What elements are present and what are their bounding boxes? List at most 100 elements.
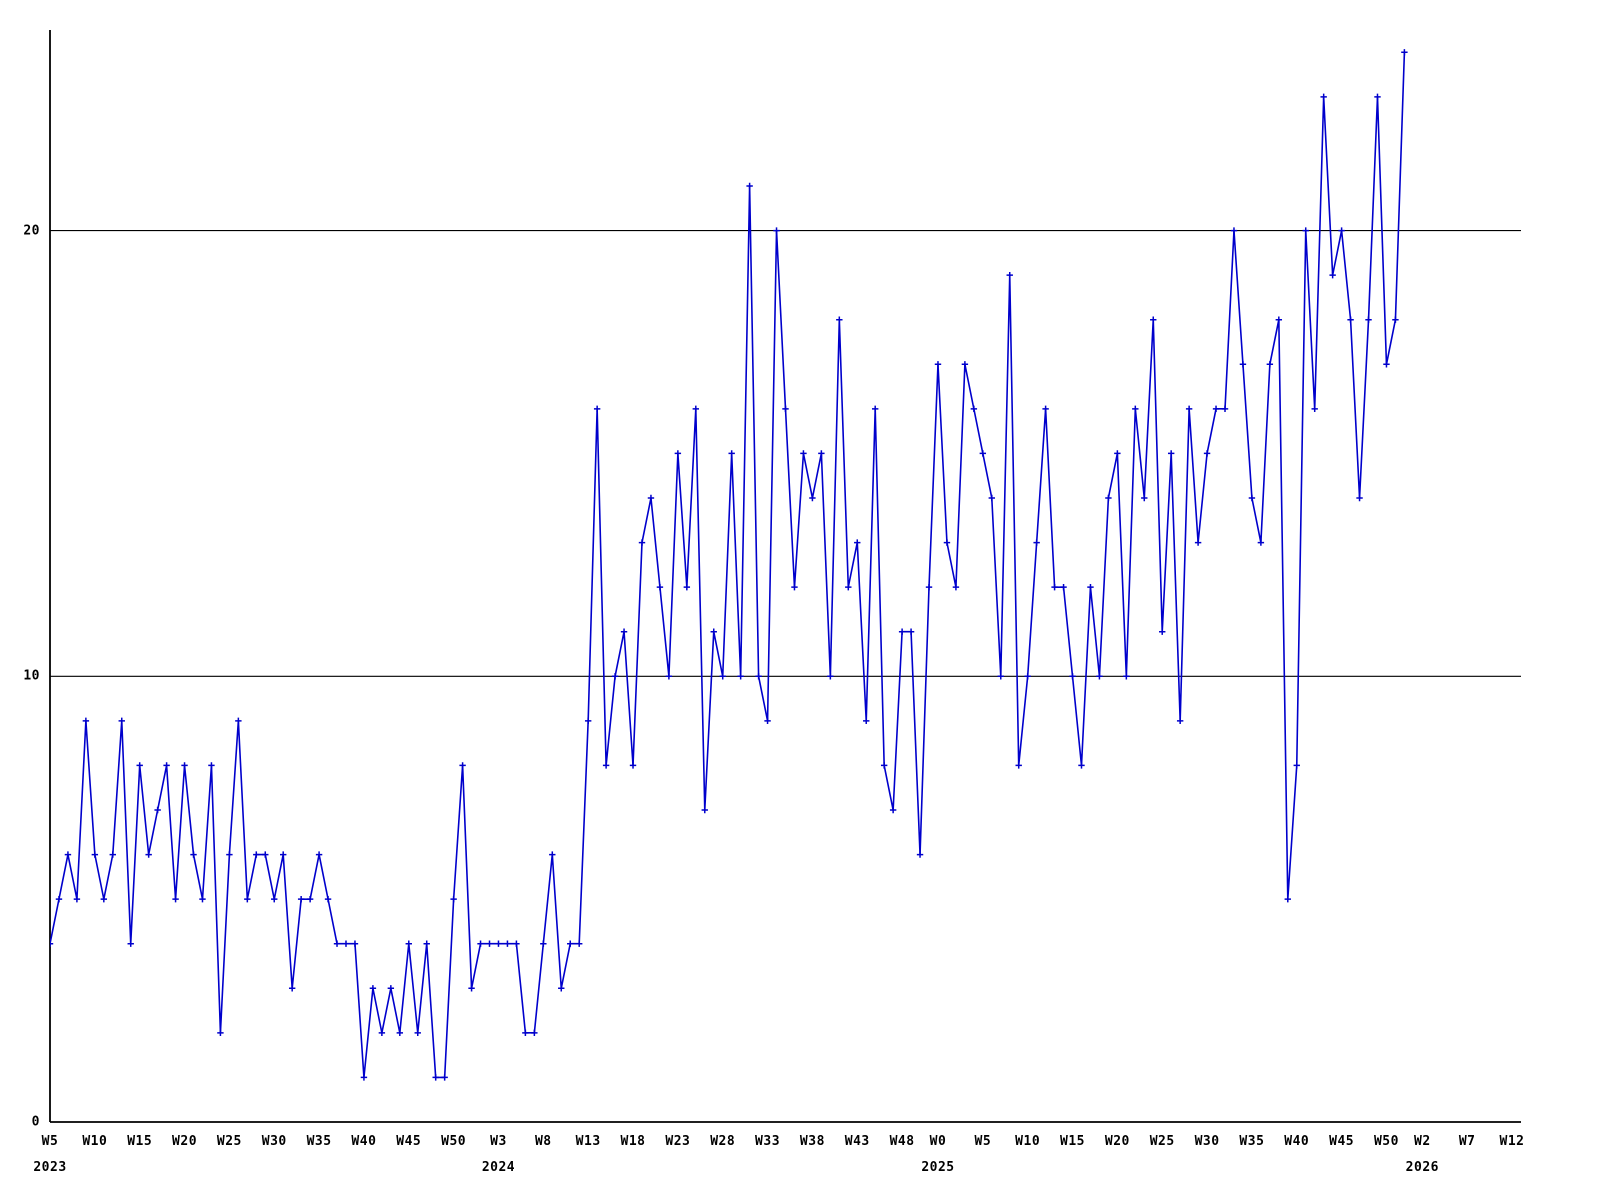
data-point-marker	[692, 405, 700, 413]
data-point-marker	[1024, 673, 1031, 680]
data-point-marker	[845, 583, 852, 591]
data-point-marker	[280, 851, 287, 858]
data-point-marker	[611, 673, 619, 680]
data-point-marker	[916, 851, 924, 858]
data-point-marker	[1284, 895, 1291, 903]
y-axis-tick-label-10: 10	[23, 668, 40, 684]
data-point-marker	[889, 806, 897, 814]
data-point-marker	[163, 762, 170, 769]
x-axis-tick-label: W38	[799, 1134, 825, 1149]
data-point-marker	[504, 940, 511, 947]
data-point-marker	[719, 673, 726, 680]
data-point-marker	[1060, 583, 1067, 591]
x-axis-tick-label: W2	[1414, 1134, 1431, 1149]
data-point-marker	[1167, 450, 1175, 457]
data-point-marker	[863, 717, 870, 725]
data-point-marker	[1365, 316, 1372, 323]
data-point-marker	[1141, 494, 1148, 502]
data-point-marker	[1123, 673, 1130, 680]
data-point-marker	[1374, 93, 1381, 101]
x-axis-tick-label: W18	[620, 1134, 646, 1149]
data-point-marker	[1006, 271, 1013, 279]
data-point-marker	[827, 673, 834, 680]
data-point-marker	[656, 583, 664, 591]
x-axis-tick-label: W25	[1149, 1134, 1175, 1149]
data-point-marker	[584, 717, 592, 725]
data-point-marker	[880, 762, 888, 769]
x-axis-year-label-2024: 2024	[481, 1160, 516, 1175]
x-axis-tick-label: W35	[1239, 1134, 1265, 1149]
data-point-marker	[549, 851, 556, 858]
data-point-marker	[50, 940, 54, 947]
data-point-marker	[567, 940, 574, 947]
data-point-marker	[297, 895, 305, 903]
data-point-marker	[244, 895, 251, 903]
data-point-marker	[629, 762, 637, 769]
data-point-marker	[871, 405, 879, 413]
data-point-marker	[773, 227, 780, 234]
x-axis-tick-label: W20	[172, 1134, 198, 1149]
data-point-marker	[208, 762, 215, 769]
data-point-marker	[746, 182, 753, 190]
x-axis-tick-label: W35	[306, 1134, 332, 1149]
data-point-marker	[1230, 227, 1238, 234]
data-point-marker	[396, 1029, 404, 1037]
data-point-marker	[288, 985, 296, 992]
data-point-marker	[1383, 361, 1390, 368]
data-point-marker	[764, 717, 771, 725]
data-point-marker	[1132, 405, 1139, 413]
data-point-marker	[82, 717, 90, 725]
data-point-marker	[477, 940, 484, 947]
x-axis-tick-label: W40	[1284, 1134, 1310, 1149]
data-point-marker	[1176, 717, 1184, 725]
x-axis-year-label-2026: 2026	[1405, 1160, 1439, 1175]
data-point-marker	[979, 450, 987, 457]
data-point-marker	[1203, 450, 1211, 457]
x-axis-tick-label: W5	[974, 1134, 992, 1149]
x-axis-year-label-2025: 2025	[921, 1160, 955, 1175]
data-point-marker	[1150, 316, 1157, 323]
data-point-marker	[1293, 762, 1300, 769]
data-point-marker	[791, 583, 798, 591]
data-point-marker	[997, 673, 1004, 680]
data-point-marker	[369, 985, 377, 992]
data-point-marker	[1401, 49, 1408, 56]
data-point-marker	[1311, 405, 1318, 413]
x-axis-tick-label: W7	[1458, 1134, 1476, 1149]
data-point-marker	[800, 450, 807, 457]
data-point-marker	[854, 539, 861, 546]
x-axis-tick-label: W40	[351, 1134, 377, 1149]
data-point-marker	[647, 494, 655, 502]
data-point-marker	[486, 940, 493, 947]
x-axis-tick-label: W23	[665, 1134, 691, 1149]
data-point-marker	[1275, 316, 1283, 323]
data-point-marker	[1051, 583, 1058, 591]
data-point-marker	[683, 583, 691, 591]
data-point-marker	[1194, 539, 1202, 546]
data-point-marker	[558, 985, 565, 992]
x-axis-tick-label: W48	[889, 1134, 915, 1149]
data-point-marker	[432, 1074, 439, 1081]
data-point-marker	[405, 940, 412, 947]
data-point-marker	[1114, 450, 1121, 457]
data-point-marker	[576, 940, 583, 947]
data-point-marker	[1266, 361, 1274, 368]
data-point-marker	[333, 940, 341, 947]
data-point-marker	[459, 762, 466, 769]
data-point-marker	[809, 494, 816, 502]
data-point-marker	[468, 985, 475, 992]
data-point-marker	[943, 539, 951, 546]
data-point-marker	[961, 361, 969, 368]
data-point-marker	[64, 851, 72, 858]
data-point-marker	[737, 673, 744, 680]
data-point-marker	[423, 940, 430, 947]
data-point-marker	[1087, 583, 1094, 591]
data-point-marker	[1392, 316, 1399, 323]
data-point-marker	[1329, 271, 1336, 279]
data-point-marker	[728, 450, 735, 457]
series-group	[50, 49, 1408, 1081]
data-point-marker	[1212, 405, 1220, 413]
data-point-marker	[988, 494, 995, 502]
